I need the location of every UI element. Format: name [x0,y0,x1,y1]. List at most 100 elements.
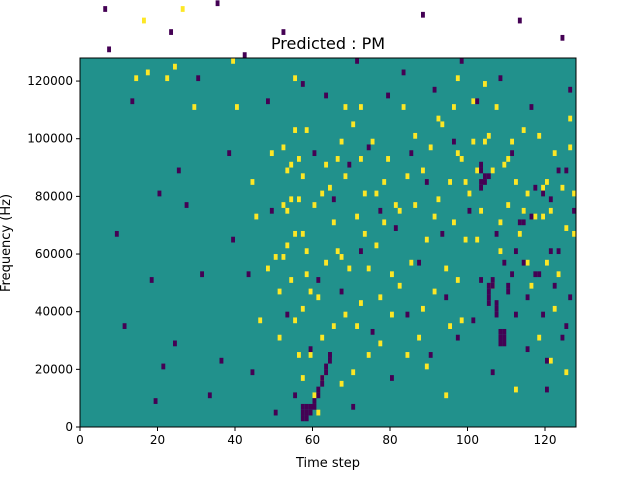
heatmap-cell-high [572,230,577,237]
y-tick-label: 80000 [35,189,73,203]
heatmap-cell-low [196,75,201,82]
heatmap-cell-low [227,150,232,157]
heatmap-cell-high [254,213,259,220]
heatmap-cell-low [556,167,561,174]
heatmap-cell-low [517,17,522,24]
heatmap-cell-high [471,98,476,105]
heatmap-cell-high [374,190,379,197]
heatmap-cell-low [331,196,336,203]
heatmap-cell-high [432,288,437,295]
heatmap-cell-low [479,179,484,185]
heatmap-cell-high [370,138,375,145]
y-tick-label: 60000 [35,247,73,261]
heatmap-cell-low [479,277,484,283]
heatmap-cell-high [521,207,526,214]
heatmap-cell-high [347,265,352,272]
heatmap-cell-high [556,271,561,278]
heatmap-cell-high [250,179,255,185]
heatmap-cell-low [378,207,383,214]
heatmap-cell-high [421,305,425,312]
heatmap-cell-high [541,184,546,191]
heatmap-cell-high [328,184,332,191]
heatmap-cell-low [157,190,162,197]
heatmap-cell-high [374,242,379,249]
heatmap-cell-high [343,173,348,180]
heatmap-cell-high [145,69,150,76]
y-tick-label: 120000 [27,74,73,88]
heatmap-cell-high [428,144,433,151]
heatmap-cell-high [521,127,526,133]
heatmap-cell-high [359,300,363,306]
heatmap-cell-low [320,380,325,387]
heatmap-cell-high [494,104,499,110]
heatmap-cell-low [541,311,546,318]
heatmap-cell-low [269,207,274,214]
heatmap-cell-high [397,207,402,214]
heatmap-cell-low [351,403,356,410]
heatmap-cell-low [548,196,553,203]
heatmap-cell-high [312,392,317,399]
y-tick-label: 40000 [35,305,73,319]
heatmap-cell-high [258,317,263,324]
heatmap-cell-high [308,352,313,358]
heatmap-cell-low [122,323,127,329]
heatmap-cell-low [486,288,491,295]
heatmap-cell-low [169,29,174,35]
heatmap-cell-high [436,196,441,203]
heatmap-cell-high [455,75,460,82]
heatmap-cell-low [114,230,119,237]
heatmap-cell-high [568,115,573,122]
heatmap-cell-low [452,138,456,145]
heatmap-cell-high [506,202,511,208]
heatmap-cell-high [405,173,410,180]
heatmap-cell-high [300,230,305,237]
heatmap-cell-high [304,271,309,278]
heatmap-cell-low [285,311,290,318]
heatmap-cell-low [393,225,398,231]
heatmap-cell-high [297,156,301,162]
heatmap-cell-high [362,230,367,237]
heatmap-cell-low [475,98,480,105]
heatmap-cell-high [289,277,294,283]
heatmap-cell-high [277,288,282,295]
heatmap-cell-low [281,29,286,35]
heatmap-cell-high [366,352,371,358]
heatmap-cell-high [471,138,476,145]
y-axis-label: Frequency (Hz) [0,194,14,292]
heatmap-cell-high [300,173,305,180]
heatmap-cell-high [351,369,356,376]
heatmap-cell-high [421,167,425,174]
heatmap-cell-high [424,363,429,370]
heatmap-cell-low [514,248,518,255]
heatmap-cell-high [142,17,146,24]
heatmap-cell-high [316,294,321,301]
heatmap-cell-low [545,357,549,364]
heatmap-cell-high [281,254,286,260]
heatmap-cell-high [459,156,464,162]
heatmap-cell-low [300,81,305,87]
heatmap-cell-low [324,92,329,99]
heatmap-cell-low [293,392,298,399]
heatmap-cell-low [502,334,507,341]
heatmap-cell-high [483,138,487,145]
heatmap-cell-high [285,242,290,249]
heatmap-cell-low [320,375,325,381]
heatmap-cell-high [269,150,274,157]
heatmap-cell-high [359,156,363,162]
heatmap-cell-low [153,398,158,404]
heatmap-cell-low [324,363,329,370]
heatmap-cell-low [304,415,309,422]
heatmap-cell-high [548,207,553,214]
heatmap-cell-high [463,236,468,243]
y-tick-label: 0 [65,420,73,434]
heatmap-cell-high [331,219,336,226]
heatmap-cell-low [560,334,565,341]
heatmap-cell-low [184,202,189,208]
heatmap-cell-low [417,259,422,266]
x-tick-label: 0 [76,433,84,447]
heatmap-cell-high [545,259,549,266]
heatmap-cell-low [355,58,360,64]
heatmap-cell-high [401,104,406,110]
heatmap-cell-low [572,207,577,214]
